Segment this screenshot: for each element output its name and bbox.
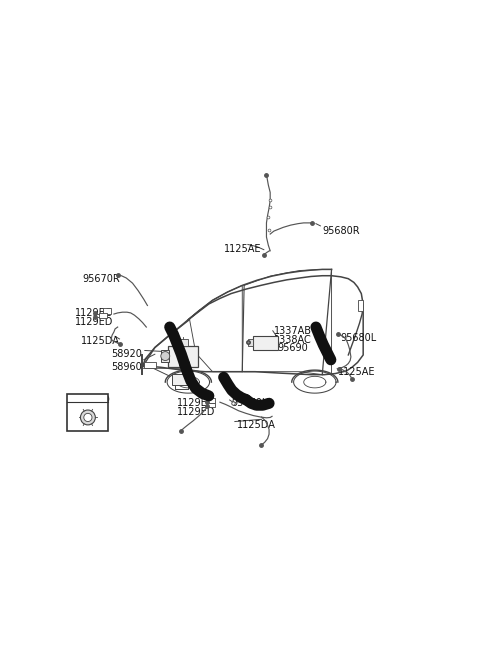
Bar — [172, 373, 192, 384]
Text: 1129ED: 1129ED — [75, 317, 113, 327]
Circle shape — [161, 352, 170, 360]
Bar — [144, 362, 156, 368]
Text: 95670L: 95670L — [231, 398, 267, 409]
Text: 1125AE: 1125AE — [224, 244, 261, 255]
Bar — [67, 394, 108, 431]
Text: 1125DA: 1125DA — [237, 420, 276, 430]
Text: 58960: 58960 — [111, 362, 142, 373]
Text: 1125AE: 1125AE — [338, 367, 376, 377]
Text: 1129ED: 1129ED — [177, 407, 216, 417]
Text: 1129EC: 1129EC — [177, 398, 215, 409]
Text: 95680R: 95680R — [322, 226, 360, 236]
Bar — [99, 313, 107, 318]
Text: 1125DA: 1125DA — [81, 337, 120, 346]
Bar — [207, 403, 216, 407]
Text: 95680L: 95680L — [341, 333, 377, 343]
Text: 95670R: 95670R — [83, 274, 120, 284]
Bar — [358, 300, 363, 310]
Text: 1337AB: 1337AB — [274, 326, 312, 336]
Circle shape — [84, 413, 92, 422]
Bar — [252, 336, 278, 350]
Bar — [161, 350, 169, 362]
Text: 95690: 95690 — [277, 343, 308, 354]
Bar — [248, 339, 253, 346]
Text: 58920: 58920 — [111, 348, 142, 359]
Text: 1339CD: 1339CD — [72, 395, 111, 405]
Bar — [207, 398, 216, 403]
Bar — [175, 339, 188, 346]
Text: 1129EC: 1129EC — [75, 309, 112, 318]
Circle shape — [81, 410, 96, 425]
Text: 1338AC: 1338AC — [274, 335, 312, 345]
Bar — [103, 309, 111, 314]
Bar — [168, 346, 198, 367]
